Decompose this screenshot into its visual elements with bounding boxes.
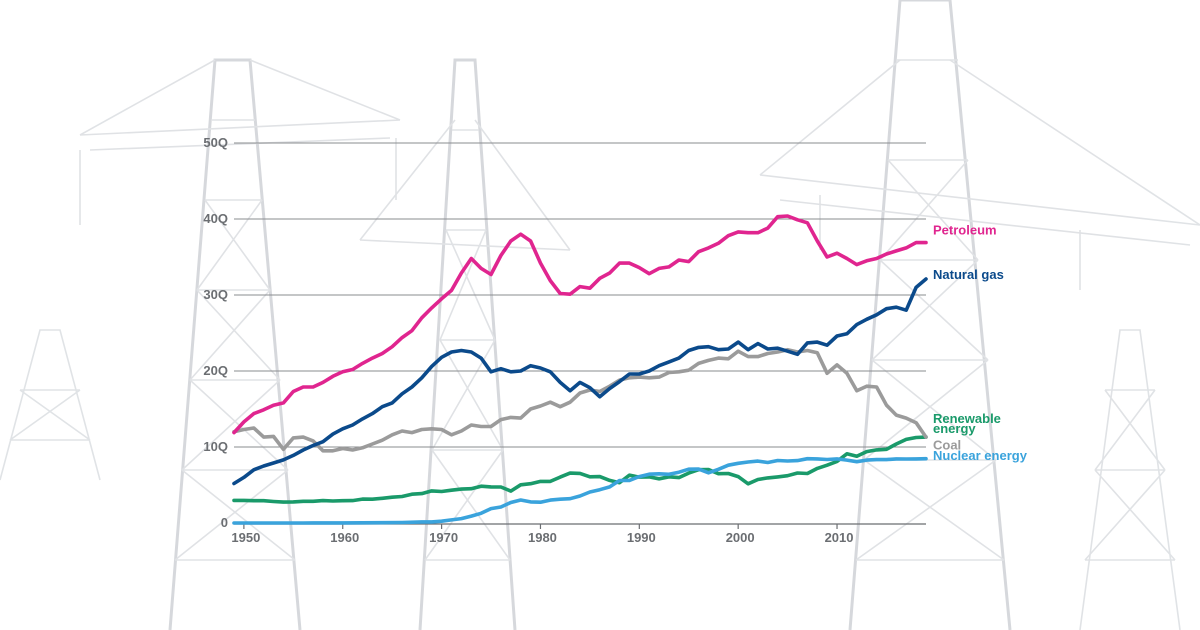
tower-center-illustration: [359, 58, 571, 630]
x-tick-label: 2000: [726, 530, 755, 545]
tower-small-right-illustration: [1079, 329, 1181, 630]
series-lines: [232, 214, 928, 525]
y-tick-label: 50Q: [203, 135, 228, 150]
x-tick-label: 1960: [330, 530, 359, 545]
series-label-coal: Coal: [933, 437, 961, 452]
axes: 0 10Q 20Q 30Q 40Q 50Q 1950 1960 1970 1980 1990 2000…: [203, 135, 926, 545]
series-line-nuclear: [232, 456, 928, 525]
series-label-petroleum: Petroleum: [933, 222, 997, 237]
series-line-natural-gas: [232, 277, 928, 486]
x-tick-label: 1970: [429, 530, 458, 545]
x-tick-label: 1980: [528, 530, 557, 545]
series-line-coal: [232, 347, 928, 453]
series-label-natural-gas: Natural gas: [933, 267, 1004, 282]
series-line-petroleum: [232, 214, 928, 435]
x-tick-label: 2010: [825, 530, 854, 545]
series-label-nuclear: Nuclear energy: [933, 448, 1028, 463]
x-tick-label: 1950: [231, 530, 260, 545]
y-tick-label: 40Q: [203, 211, 228, 226]
series-line-renewable: [232, 435, 928, 504]
series-labels: Petroleum Natural gas Renewable energyCoalN…: [933, 222, 1028, 463]
y-tick-label: 0: [221, 515, 228, 530]
x-tick-label: 1990: [627, 530, 656, 545]
tower-small-left-illustration: [0, 329, 101, 481]
y-tick-label: 20Q: [203, 363, 228, 378]
y-tick-label: 30Q: [203, 287, 228, 302]
series-label-renewable: Renewable energy: [933, 411, 1001, 436]
gridlines: [234, 142, 926, 448]
y-tick-label: 10Q: [203, 439, 228, 454]
